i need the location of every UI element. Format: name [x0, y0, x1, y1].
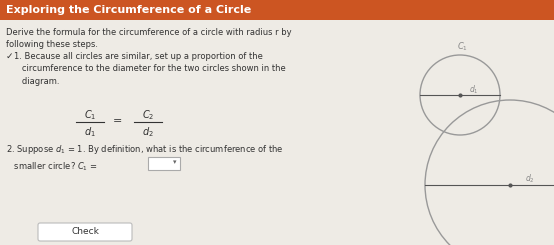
- Text: 1. Because all circles are similar, set up a proportion of the
   circumference : 1. Because all circles are similar, set …: [14, 52, 286, 86]
- Text: $C_1$: $C_1$: [456, 41, 468, 53]
- Text: =: =: [114, 116, 122, 126]
- Text: Exploring the Circumference of a Circle: Exploring the Circumference of a Circle: [6, 5, 252, 15]
- Text: ✓: ✓: [6, 52, 13, 61]
- Bar: [148, 157, 180, 170]
- Text: $d_1$: $d_1$: [84, 125, 96, 139]
- Text: Derive the formula for the circumference of a circle with radius r by
following : Derive the formula for the circumference…: [6, 28, 291, 49]
- Text: $d_2$: $d_2$: [525, 173, 535, 185]
- Text: $d_1$: $d_1$: [469, 84, 479, 96]
- Bar: [0, 0, 554, 20]
- Text: ▾: ▾: [173, 159, 177, 166]
- FancyBboxPatch shape: [38, 223, 132, 241]
- Text: $d_2$: $d_2$: [142, 125, 154, 139]
- Text: $C_1$: $C_1$: [84, 108, 96, 122]
- Text: 2. Suppose $d_1$ = 1. By definition, what is the circumference of the
   smaller: 2. Suppose $d_1$ = 1. By definition, wha…: [6, 143, 284, 173]
- Text: Check: Check: [71, 226, 99, 235]
- Text: $C_2$: $C_2$: [142, 108, 154, 122]
